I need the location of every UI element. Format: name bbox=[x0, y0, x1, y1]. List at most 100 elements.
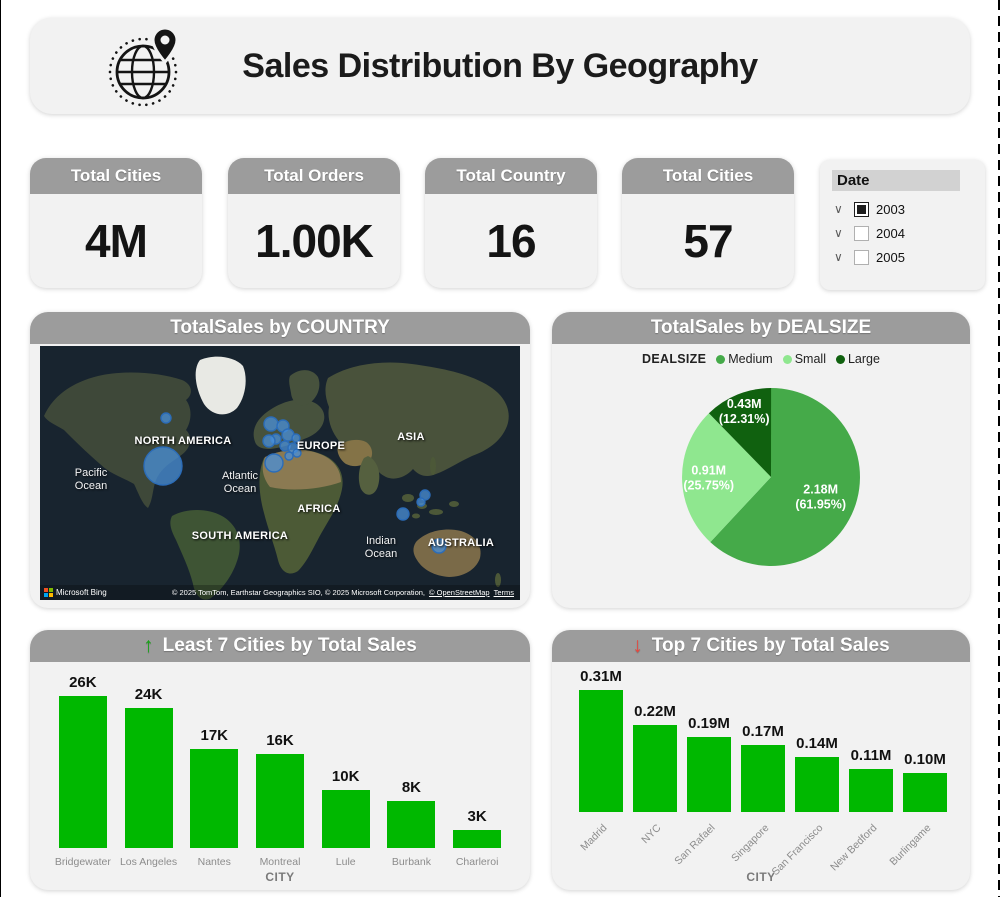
slicer-option-label: 2005 bbox=[876, 249, 905, 265]
least-cities-chart[interactable]: 26K Bridgewater 24K Los Angeles 17K Nantes 16K… bbox=[50, 674, 510, 868]
legend-label: Medium bbox=[728, 352, 773, 366]
date-slicer: Date ∨ 2003 ∨ 2004 ∨ 2005 bbox=[820, 160, 985, 290]
bar-value-label: 17K bbox=[200, 726, 229, 744]
bar-montreal[interactable] bbox=[256, 754, 304, 848]
pie-data-label: 0.43M (12.31%) bbox=[719, 397, 770, 426]
bar-los-angeles[interactable] bbox=[124, 707, 173, 848]
legend-label: Large bbox=[847, 352, 880, 366]
openstreetmap-link[interactable]: © OpenStreetMap bbox=[429, 588, 490, 597]
sales-bubble[interactable] bbox=[291, 433, 301, 443]
bar-charleroi[interactable] bbox=[453, 830, 502, 848]
kpi-value: 16 bbox=[486, 215, 536, 267]
bar-san-francisco[interactable] bbox=[795, 756, 839, 812]
region-label: AFRICA bbox=[297, 503, 340, 515]
kpi-value: 1.00K bbox=[255, 215, 374, 267]
chevron-down-icon[interactable]: ∨ bbox=[834, 202, 843, 216]
ocean-label: Pacific Ocean bbox=[75, 467, 108, 492]
category-label: Nantes bbox=[197, 856, 231, 868]
pie-visual-card: TotalSales by DEALSIZE DEALSIZE Medium S… bbox=[552, 312, 970, 608]
slicer-title: Date bbox=[832, 170, 960, 191]
map-visual-card: TotalSales by COUNTRY NORTH AMER bbox=[30, 312, 530, 608]
ocean-label: Atlantic Ocean bbox=[222, 470, 259, 495]
slicer-option-2004[interactable]: ∨ 2004 bbox=[820, 221, 985, 245]
legend-label: Small bbox=[794, 352, 826, 366]
legend-title: DEALSIZE bbox=[642, 352, 707, 366]
map-title: TotalSales by COUNTRY bbox=[30, 312, 530, 344]
bar-new-bedford[interactable] bbox=[849, 768, 893, 812]
large-dot-icon bbox=[835, 354, 845, 364]
sales-bubble[interactable] bbox=[263, 416, 279, 432]
bar-burlingame[interactable] bbox=[903, 772, 947, 812]
least-cities-title: Least 7 Cities by Total Sales bbox=[162, 635, 417, 656]
kpi-card-total-cities-2: Total Cities 57 bbox=[622, 158, 794, 288]
bar-value-label: 26K bbox=[69, 674, 97, 691]
bar-madrid[interactable] bbox=[579, 690, 623, 812]
bar-san-rafael[interactable] bbox=[687, 737, 731, 812]
bar-nyc[interactable] bbox=[633, 725, 677, 812]
chevron-down-icon[interactable]: ∨ bbox=[834, 226, 843, 240]
kpi-label: Total Cities bbox=[30, 158, 202, 194]
page-title: Sales Distribution By Geography bbox=[242, 46, 758, 85]
provider-label: Microsoft Bing bbox=[56, 588, 107, 597]
down-arrow-icon: ↓ bbox=[632, 634, 643, 657]
bar-value-label: 8K bbox=[401, 779, 421, 797]
top-cities-chart[interactable]: 0.31M Madrid 0.22M NYC 0.19M San Rafael 0.17M S… bbox=[574, 668, 952, 878]
region-label: ASIA bbox=[397, 431, 424, 443]
legend-item-small[interactable]: Small bbox=[782, 352, 826, 366]
pie-chart[interactable]: 2.18M (61.95%) 0.91M (25.75%) 0.43M (12.31%) bbox=[651, 376, 891, 586]
sales-bubble[interactable] bbox=[262, 434, 276, 448]
sales-bubble[interactable] bbox=[396, 507, 410, 521]
sales-bubble[interactable] bbox=[143, 446, 183, 486]
pie-slice-large[interactable] bbox=[708, 388, 772, 477]
region-label: AUSTRALIA bbox=[428, 537, 494, 549]
microsoft-logo-icon bbox=[44, 588, 53, 597]
ocean-label: Indian Ocean bbox=[365, 535, 397, 560]
category-label: Bridgewater bbox=[54, 856, 111, 868]
region-label: NORTH AMERICA bbox=[135, 435, 232, 447]
bar-bridgewater[interactable] bbox=[58, 696, 107, 848]
kpi-label: Total Cities bbox=[622, 158, 794, 194]
category-label: Los Angeles bbox=[119, 856, 178, 868]
screenshot-left-edge bbox=[0, 0, 1, 897]
bar-lule[interactable] bbox=[321, 789, 370, 848]
legend-item-medium[interactable]: Medium bbox=[716, 352, 773, 366]
category-label: Lule bbox=[335, 856, 356, 868]
bar-value-label: 0.17M bbox=[742, 723, 784, 741]
sales-bubble[interactable] bbox=[431, 538, 447, 554]
slicer-option-2005[interactable]: ∨ 2005 bbox=[820, 245, 985, 269]
bar-value-label: 0.31M bbox=[580, 668, 622, 685]
bar-burbank[interactable] bbox=[387, 801, 436, 848]
sales-bubble[interactable] bbox=[284, 451, 294, 461]
pie-slice-medium[interactable] bbox=[710, 388, 860, 566]
terms-link[interactable]: Terms bbox=[493, 588, 514, 597]
x-axis-title: CITY bbox=[746, 870, 776, 884]
legend-item-large[interactable]: Large bbox=[835, 352, 880, 366]
checkbox-2004[interactable] bbox=[854, 225, 869, 241]
sales-bubble[interactable] bbox=[264, 453, 284, 473]
sales-bubble[interactable] bbox=[160, 412, 172, 424]
medium-dot-icon bbox=[716, 354, 726, 364]
map-canvas[interactable]: NORTH AMERICA EUROPE ASIA AFRICA SOUTH AMERI… bbox=[40, 346, 520, 600]
checkbox-2005[interactable] bbox=[854, 249, 869, 265]
sales-bubble[interactable] bbox=[416, 497, 426, 507]
bar-singapore[interactable] bbox=[741, 745, 785, 812]
checkbox-2003[interactable] bbox=[854, 201, 869, 217]
bar-value-label: 0.22M bbox=[634, 703, 676, 721]
kpi-value: 57 bbox=[683, 215, 733, 267]
up-arrow-icon: ↑ bbox=[143, 634, 154, 657]
top-cities-title: Top 7 Cities by Total Sales bbox=[651, 635, 890, 656]
sales-bubble[interactable] bbox=[292, 448, 302, 458]
chevron-down-icon[interactable]: ∨ bbox=[834, 250, 843, 264]
pie-slice-small[interactable] bbox=[682, 413, 771, 543]
copyright-text: © 2025 TomTom, Earthstar Geographics SIO… bbox=[171, 588, 426, 597]
least-cities-card: ↑ Least 7 Cities by Total Sales 26K Bridg… bbox=[30, 630, 530, 890]
kpi-label: Total Country bbox=[425, 158, 597, 194]
map-provider: Microsoft Bing bbox=[44, 588, 107, 597]
kpi-card-total-orders: Total Orders 1.00K bbox=[228, 158, 400, 288]
slicer-option-label: 2004 bbox=[876, 225, 905, 241]
category-label: Montreal bbox=[259, 856, 301, 868]
slicer-option-2003[interactable]: ∨ 2003 bbox=[820, 197, 985, 221]
bar-nantes[interactable] bbox=[190, 748, 239, 848]
category-label: Charleroi bbox=[455, 856, 499, 868]
